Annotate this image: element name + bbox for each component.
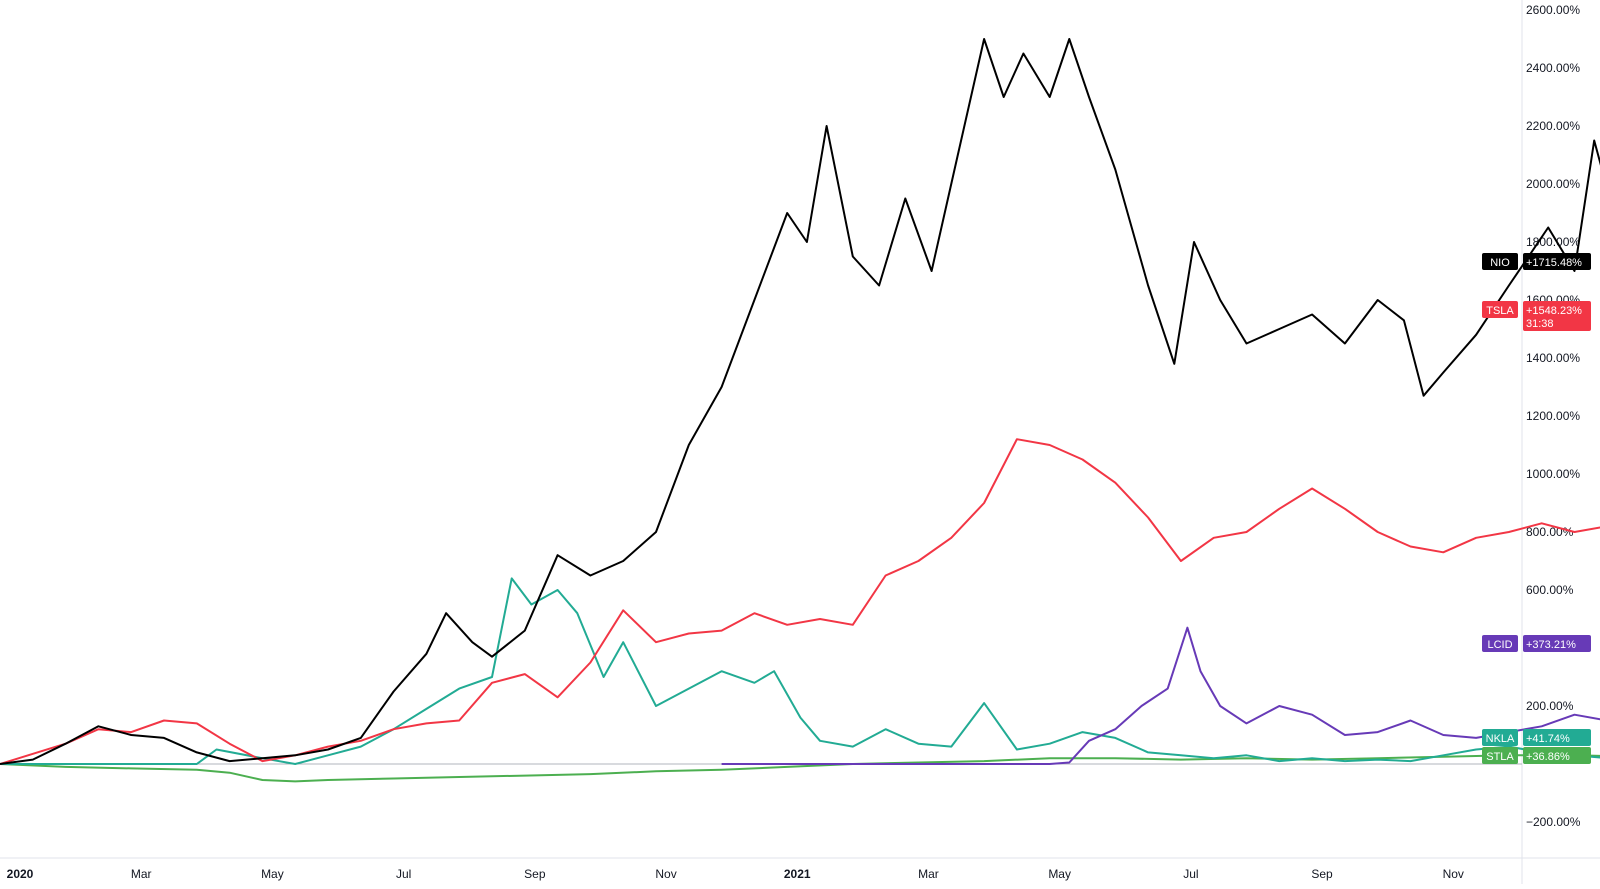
y-tick-label: 800.00%	[1526, 525, 1574, 539]
series-line-nkla	[0, 577, 1600, 765]
x-tick-label: 2020	[7, 867, 34, 881]
series-value-stla: +36.86%	[1526, 751, 1570, 763]
series-value-tag-nio	[1523, 253, 1591, 270]
series-value-nkla: +41.74%	[1526, 733, 1570, 745]
series-value-nio: +1715.48%	[1526, 257, 1582, 269]
y-tick-label: 1400.00%	[1526, 351, 1580, 365]
series-name-stla: STLA	[1486, 751, 1514, 763]
y-tick-label: 1000.00%	[1526, 467, 1580, 481]
series-name-tag-stla	[1482, 747, 1518, 764]
series-name-tag-tsla	[1482, 301, 1518, 318]
series-name-tsla: TSLA	[1486, 305, 1514, 317]
y-tick-label: 1200.00%	[1526, 409, 1580, 423]
x-tick-label: Mar	[918, 867, 939, 881]
y-tick-label: 2200.00%	[1526, 119, 1580, 133]
series-value-tag-nkla	[1523, 729, 1591, 746]
x-tick-label: 2021	[784, 867, 811, 881]
series-name-lcid: LCID	[1487, 639, 1512, 651]
series-name-nio: NIO	[1490, 257, 1510, 269]
x-tick-label: Nov	[655, 867, 676, 881]
series-value-tag-stla	[1523, 747, 1591, 764]
x-tick-label: Jul	[396, 867, 411, 881]
series-line-stla	[0, 754, 1600, 783]
series-line-nio	[0, 38, 1600, 765]
x-tick-label: Sep	[1311, 867, 1333, 881]
series-value-tag-lcid	[1523, 635, 1591, 652]
x-tick-label: May	[1048, 867, 1071, 881]
x-tick-label: Nov	[1443, 867, 1464, 881]
series-value-lcid: +373.21%	[1526, 639, 1576, 651]
y-tick-label: 200.00%	[1526, 699, 1574, 713]
x-tick-label: May	[261, 867, 284, 881]
y-tick-label: 600.00%	[1526, 583, 1574, 597]
series-value-tsla: +1548.23%	[1526, 305, 1582, 317]
series-name-tag-nkla	[1482, 729, 1518, 746]
series-line-tsla	[0, 438, 1600, 765]
series-value-tag-tsla	[1523, 301, 1591, 331]
x-tick-label: Jul	[1183, 867, 1198, 881]
y-tick-label: 2600.00%	[1526, 3, 1580, 17]
series-line-lcid	[721, 626, 1600, 765]
y-tick-label: 2400.00%	[1526, 61, 1580, 75]
y-tick-label: 2000.00%	[1526, 177, 1580, 191]
series-sublabel-tsla: 31:38	[1526, 318, 1554, 330]
series-name-tag-lcid	[1482, 635, 1518, 652]
y-tick-label: −200.00%	[1526, 815, 1581, 829]
x-tick-label: Mar	[131, 867, 152, 881]
series-name-tag-nio	[1482, 253, 1518, 270]
series-name-nkla: NKLA	[1486, 733, 1515, 745]
x-tick-label: Sep	[524, 867, 546, 881]
